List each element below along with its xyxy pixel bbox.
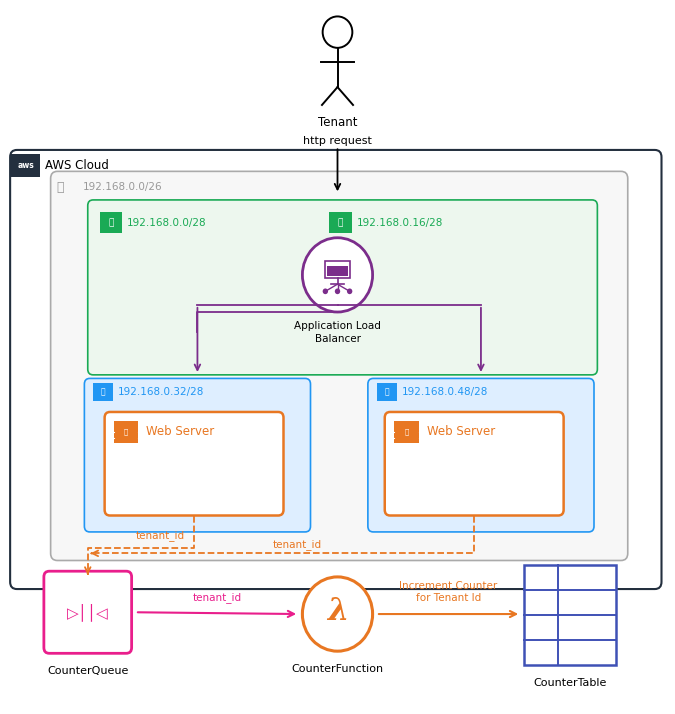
FancyBboxPatch shape (44, 571, 132, 653)
Circle shape (347, 288, 352, 294)
Circle shape (323, 288, 328, 294)
Text: 192.168.0.16/28: 192.168.0.16/28 (356, 218, 443, 228)
Bar (329, 212, 352, 233)
Text: λ: λ (327, 595, 348, 627)
Text: tenant_id: tenant_id (192, 593, 242, 603)
Bar (325, 261, 350, 278)
Text: 🔒: 🔒 (109, 218, 113, 227)
Text: Application Load
Balancer: Application Load Balancer (294, 321, 381, 343)
Text: Tenant: Tenant (318, 116, 357, 129)
FancyBboxPatch shape (51, 171, 628, 560)
Circle shape (302, 238, 373, 312)
Bar (524, 565, 616, 665)
FancyBboxPatch shape (88, 200, 597, 375)
Text: ⬛: ⬛ (124, 428, 128, 436)
Text: Web Server: Web Server (427, 426, 495, 438)
Bar (100, 212, 122, 233)
Text: CounterTable: CounterTable (534, 678, 607, 688)
Text: Web Server: Web Server (146, 426, 215, 438)
Text: 192.168.0.0/26: 192.168.0.0/26 (83, 182, 163, 192)
Text: 🔒: 🔒 (338, 218, 343, 227)
Text: ⬛: ⬛ (404, 428, 408, 436)
Text: Increment Counter
for Tenant Id: Increment Counter for Tenant Id (400, 581, 497, 603)
Bar (377, 383, 397, 401)
FancyBboxPatch shape (385, 412, 564, 516)
Text: ⛅: ⛅ (56, 181, 63, 193)
Text: tenant_id: tenant_id (136, 530, 185, 540)
FancyBboxPatch shape (10, 150, 662, 589)
Text: CounterQueue: CounterQueue (47, 666, 128, 676)
FancyBboxPatch shape (105, 412, 284, 516)
Text: tenant_id: tenant_id (273, 539, 321, 550)
Bar (327, 266, 348, 276)
Text: AWS Cloud: AWS Cloud (45, 159, 109, 172)
Bar (93, 383, 113, 401)
Text: 192.168.0.0/28: 192.168.0.0/28 (127, 218, 207, 228)
Text: 🔒: 🔒 (101, 388, 105, 396)
FancyBboxPatch shape (84, 378, 310, 532)
Bar (394, 421, 418, 443)
Bar (11, 154, 40, 177)
FancyBboxPatch shape (368, 378, 594, 532)
Text: ▷││◁: ▷││◁ (67, 603, 109, 621)
Text: CounterFunction: CounterFunction (292, 664, 383, 674)
Text: aws: aws (18, 161, 34, 170)
Text: 🔒: 🔒 (385, 388, 389, 396)
Text: http request: http request (303, 136, 372, 146)
Circle shape (335, 288, 340, 294)
Text: 192.168.0.32/28: 192.168.0.32/28 (118, 387, 205, 397)
Bar (114, 421, 138, 443)
Circle shape (302, 577, 373, 651)
Text: 192.168.0.48/28: 192.168.0.48/28 (402, 387, 488, 397)
